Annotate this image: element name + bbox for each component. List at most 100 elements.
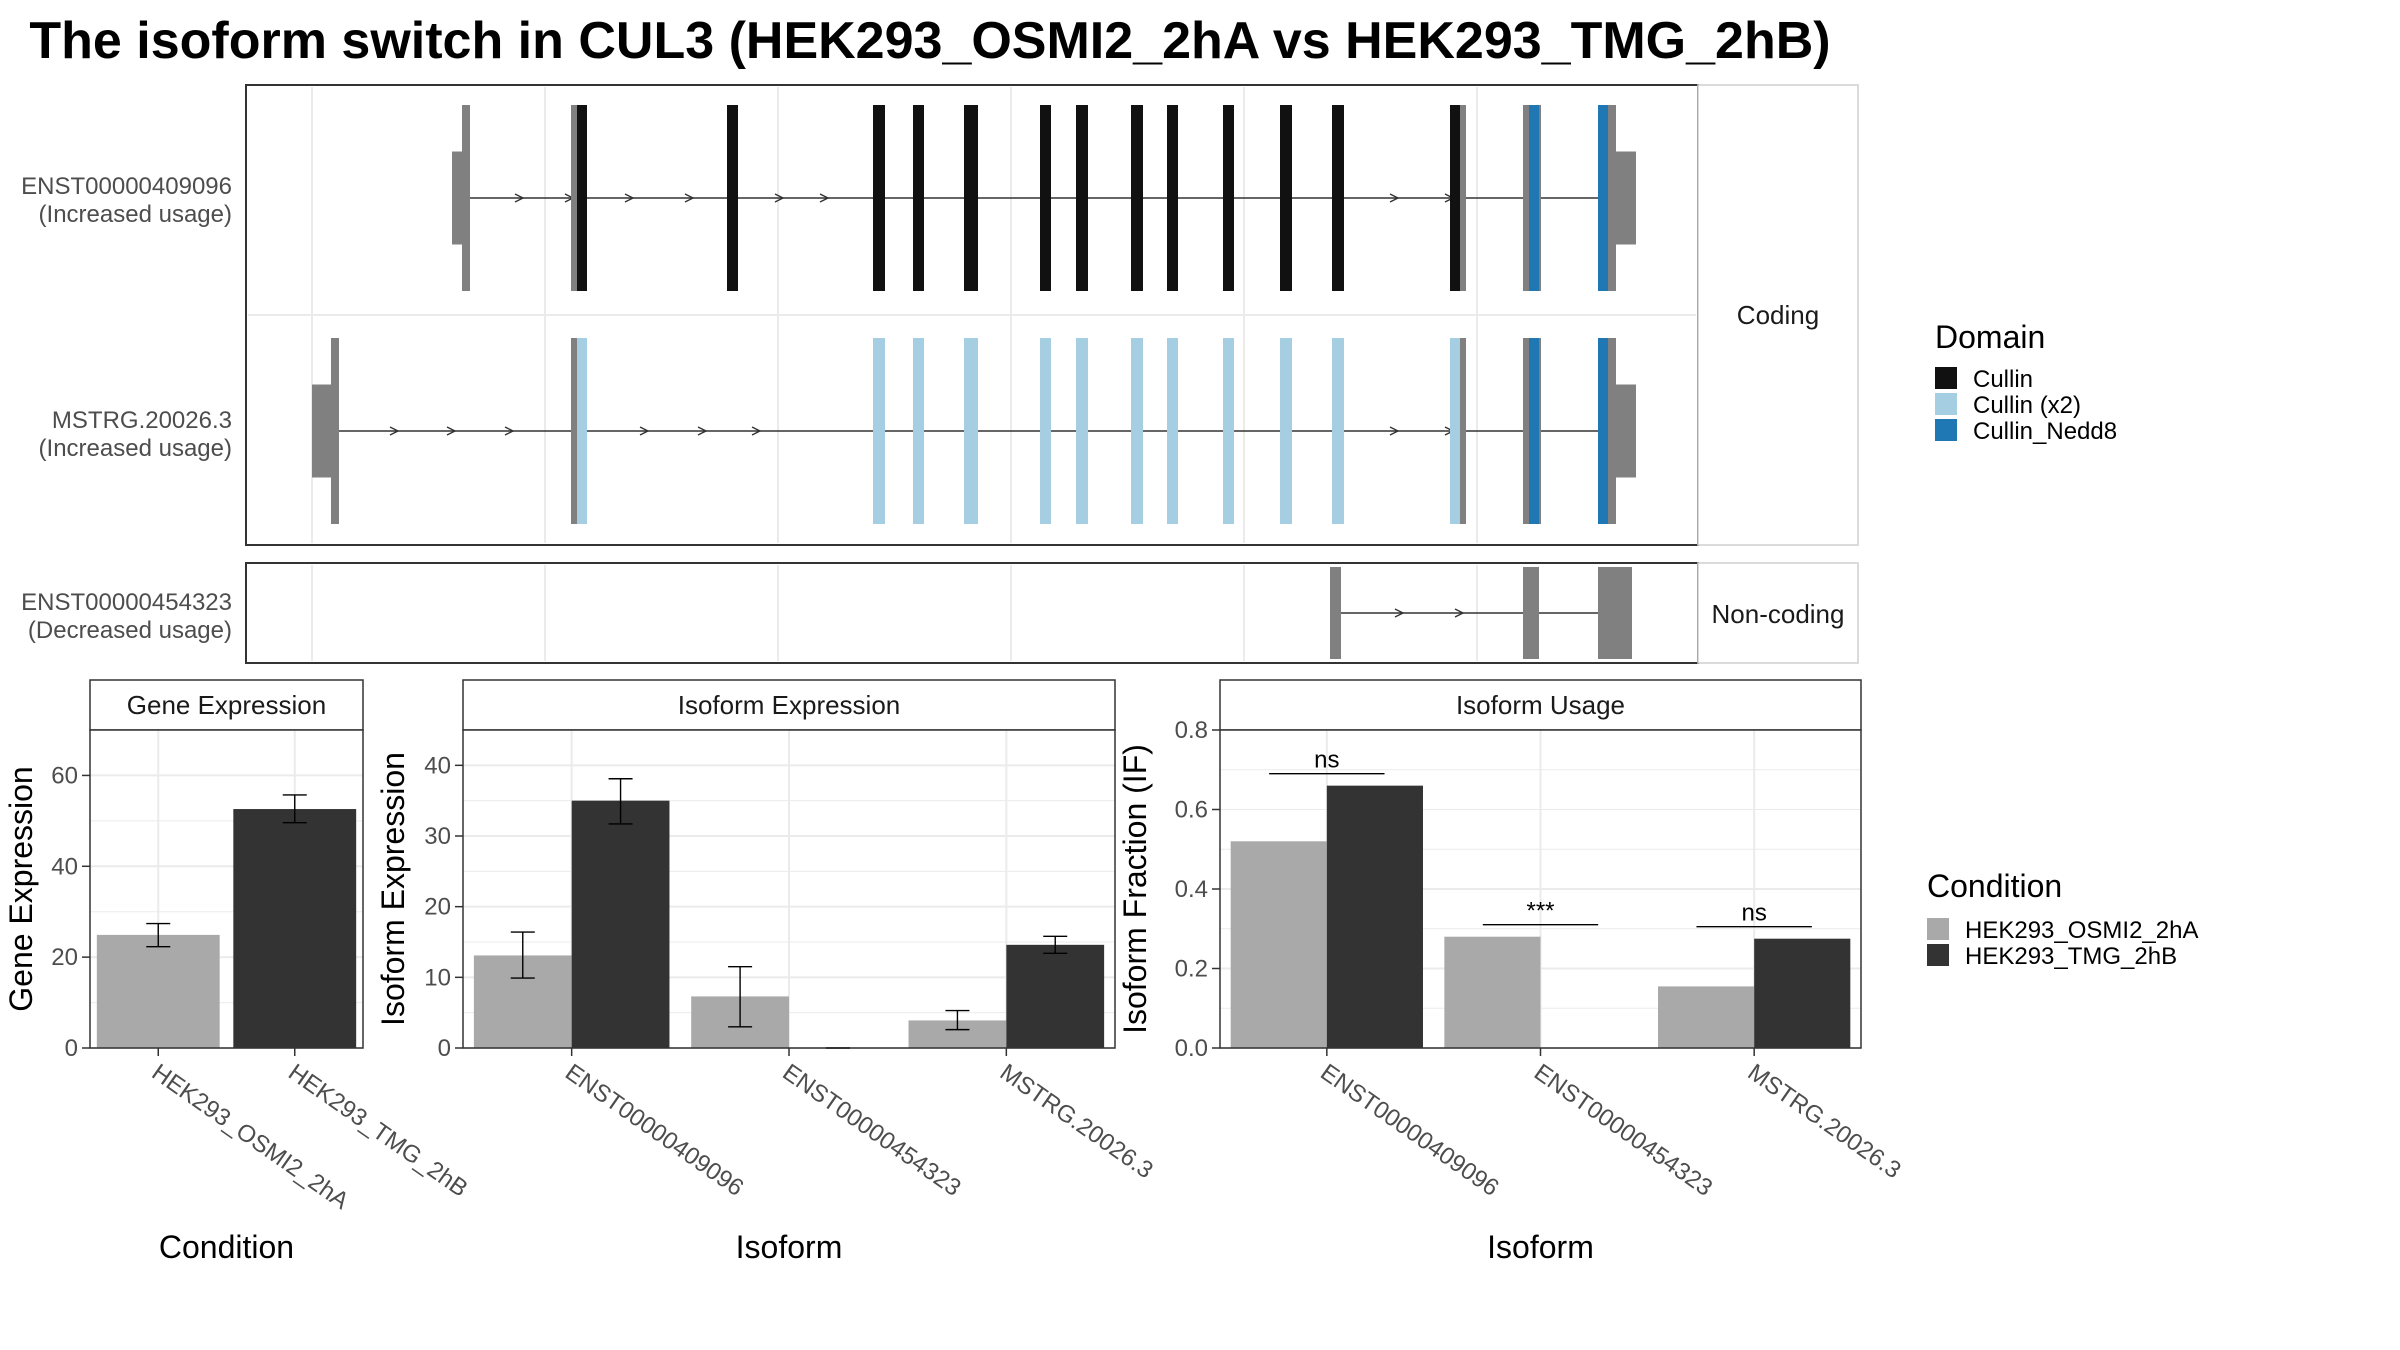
- strand-arrow: [1454, 608, 1465, 618]
- x-tick-label: ENST00000409096: [1315, 1059, 1503, 1202]
- y-tick-label: 40: [51, 853, 78, 880]
- y-tick-label: 0.6: [1175, 797, 1208, 824]
- bar-hek293_tmg_2hb: [233, 809, 357, 1048]
- legend-swatch-cullin-nedd8: [1935, 419, 1957, 441]
- legend-swatch-cullin: [1935, 367, 1957, 389]
- exon-domain-segment: [727, 105, 738, 291]
- transcript-label-2-name: MSTRG.20026.3: [52, 407, 232, 434]
- strand-arrow: [1389, 193, 1400, 203]
- transcript-track-enst00000454323: [1330, 567, 1632, 659]
- y-axis-title: Isoform Fraction (IF): [1117, 744, 1153, 1034]
- isoform-usage-chart: Isoform Usage 0.0 0.2 0.4 0.6 0.8 ns ENST000004…: [1117, 679, 1906, 1265]
- transcript-structure-panel: Coding Non-coding ENST00000409096 (Incre…: [21, 84, 1859, 664]
- exon-domain-segment: [1280, 338, 1292, 524]
- strand-arrow: [751, 426, 762, 436]
- y-tick-label: 30: [424, 823, 451, 850]
- exon-domain-segment: [571, 338, 577, 524]
- exon-domain-segment: [1608, 105, 1616, 291]
- significance-label: ns: [1314, 747, 1339, 774]
- transcript-label-1-usage: (Increased usage): [39, 201, 232, 228]
- strand-arrow: [389, 426, 400, 436]
- strand-arrow: [697, 426, 708, 436]
- exon-domain-segment: [873, 338, 885, 524]
- strand-arrow: [819, 193, 830, 203]
- exon-domain-segment: [1608, 338, 1616, 524]
- exon-domain-segment: [1529, 105, 1539, 291]
- exon-domain-segment: [331, 338, 339, 524]
- exon-domain-segment: [571, 105, 577, 291]
- exon-domain-segment: [1280, 105, 1292, 291]
- strip-title: Gene Expression: [127, 690, 326, 720]
- x-axis-title: Isoform: [1487, 1229, 1594, 1265]
- noncoding-strip-box: [1697, 562, 1859, 664]
- exon-domain-segment: [1523, 567, 1539, 659]
- exon-domain-segment: [1460, 105, 1466, 291]
- significance-label: ns: [1741, 900, 1766, 927]
- exon-domain-segment: [1131, 105, 1143, 291]
- strip-title: Isoform Usage: [1456, 690, 1625, 720]
- transcript-label-2-usage: (Increased usage): [39, 435, 232, 462]
- y-tick-label: 0.4: [1175, 876, 1208, 903]
- bar-enst00000409096: [1326, 785, 1423, 1048]
- exon-domain-segment: [964, 105, 978, 291]
- condition-legend: Condition HEK293_OSMI2_2hA HEK293_TMG_2h…: [1927, 868, 2198, 970]
- exon-domain-segment: [1539, 338, 1541, 524]
- x-axis-title: Condition: [159, 1229, 294, 1265]
- exon-domain-segment: [873, 105, 885, 291]
- strand-arrow: [1394, 608, 1405, 618]
- strip-title: Isoform Expression: [678, 690, 901, 720]
- bar-mstrg.20026.3: [1006, 944, 1105, 1048]
- y-tick-label: 40: [424, 752, 451, 779]
- exon-domain-segment: [1523, 105, 1529, 291]
- utr-segment: [1616, 151, 1636, 245]
- y-tick-label: 20: [51, 944, 78, 971]
- exon-domain-segment: [462, 105, 470, 291]
- exon-domain-segment: [1223, 338, 1234, 524]
- exon-domain-segment: [1598, 567, 1632, 659]
- utr-segment: [1616, 384, 1636, 478]
- exon-domain-segment: [577, 338, 587, 524]
- legend-label-cullin-nedd8: Cullin_Nedd8: [1973, 418, 2117, 445]
- legend-label-condition-a: HEK293_OSMI2_2hA: [1965, 917, 2198, 944]
- x-tick-label: MSTRG.20026.3: [1743, 1059, 1906, 1184]
- x-tick-label: ENST00000409096: [560, 1059, 748, 1202]
- isoform-expression-chart: Isoform Expression 0 10 20 30 40 ENST000004090…: [375, 679, 1158, 1265]
- bar-mstrg.20026.3: [1658, 986, 1755, 1048]
- transcript-label-3-usage: (Decreased usage): [28, 617, 232, 644]
- y-tick-label: 0.8: [1175, 717, 1208, 744]
- exon-domain-segment: [1040, 338, 1051, 524]
- y-axis-title: Gene Expression: [3, 766, 39, 1011]
- x-tick-label: MSTRG.20026.3: [995, 1059, 1158, 1184]
- exon-domain-segment: [1040, 105, 1051, 291]
- exon-domain-segment: [1450, 105, 1460, 291]
- strand-arrow: [684, 193, 695, 203]
- strand-arrow: [624, 193, 635, 203]
- y-tick-label: 20: [424, 894, 451, 921]
- coding-strip-box: [1697, 84, 1859, 546]
- x-tick-label: ENST00000454323: [778, 1059, 966, 1202]
- bar-enst00000409096: [1230, 841, 1327, 1048]
- bar-mstrg.20026.3: [1754, 938, 1851, 1048]
- strand-arrow: [446, 426, 457, 436]
- legend-swatch-cullin-x2: [1935, 393, 1957, 415]
- strip-box: [462, 679, 1116, 731]
- exon-domain-segment: [1529, 338, 1539, 524]
- exon-domain-segment: [577, 105, 587, 291]
- plot-border: [1219, 729, 1862, 1049]
- exon-domain-segment: [913, 105, 924, 291]
- x-axis-title: Isoform: [736, 1229, 843, 1265]
- exon-domain-segment: [1330, 567, 1341, 659]
- condition-legend-title: Condition: [1927, 868, 2062, 904]
- y-tick-label: 0.2: [1175, 956, 1208, 983]
- transcript-track-mstrg20026-3: [312, 338, 1636, 524]
- exon-domain-segment: [1598, 105, 1608, 291]
- exon-domain-segment: [1598, 338, 1608, 524]
- exon-domain-segment: [1167, 338, 1178, 524]
- coding-strip-label: Coding: [1737, 300, 1819, 330]
- y-tick-label: 0: [438, 1035, 451, 1062]
- strand-arrow: [504, 426, 515, 436]
- exon-domain-segment: [964, 338, 978, 524]
- legend-label-cullin-x2: Cullin (x2): [1973, 392, 2081, 419]
- domain-legend: Domain Cullin Cullin (x2) Cullin_Nedd8: [1935, 319, 2117, 445]
